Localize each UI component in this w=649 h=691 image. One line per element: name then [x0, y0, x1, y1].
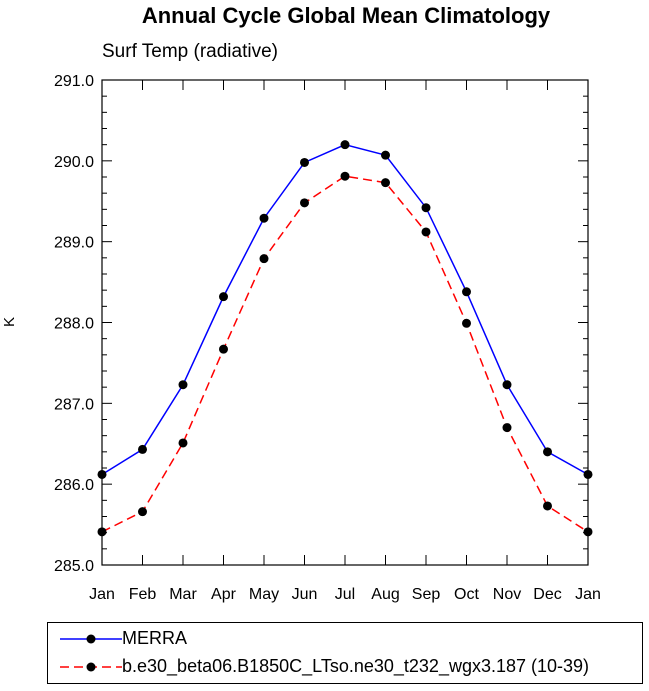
series-0-point — [300, 157, 309, 167]
series-1-point — [543, 501, 552, 511]
x-tick-label: Oct — [454, 586, 479, 603]
line-chart: 285.0 286.0 287.0 288.0 289.0 290.0 291.0 Jan F… — [1, 73, 601, 603]
series-0-point — [543, 447, 552, 457]
series-1-point — [259, 254, 269, 264]
x-tick-label: Sep — [412, 586, 441, 603]
series-0-point — [178, 380, 188, 390]
series-1-point — [97, 527, 107, 537]
y-tick-label: 291.0 — [54, 73, 94, 90]
x-tick-label: Jul — [335, 586, 355, 603]
y-tick-label: 290.0 — [54, 154, 94, 171]
series-1-point — [340, 171, 350, 181]
legend-item-model: b.e30_beta06.B1850C_LTso.ne30_t232_wgx3.… — [48, 654, 642, 680]
x-tick-label: Jan — [89, 586, 115, 603]
y-tick-label: 286.0 — [54, 477, 94, 494]
x-tick-label: Feb — [129, 586, 157, 603]
series-0-point — [381, 150, 390, 160]
chart-subtitle: Surf Temp (radiative) — [102, 41, 278, 62]
series-line-0 — [101, 143, 589, 476]
series-0-point — [502, 380, 512, 390]
x-tick-label: Jan — [575, 586, 601, 603]
series-0-point — [583, 469, 593, 479]
legend-label-merra: MERRA — [122, 628, 188, 648]
y-tick-label: 287.0 — [54, 396, 94, 413]
series-1-point — [583, 527, 593, 537]
series-0-point — [340, 140, 350, 150]
series-0-point — [138, 444, 147, 454]
series-1-point — [138, 507, 147, 517]
x-tick-label: May — [249, 586, 279, 603]
legend-sample-merra — [60, 634, 122, 644]
chart-title: Annual Cycle Global Mean Climatology — [141, 3, 551, 28]
plot-frame — [101, 79, 589, 566]
series-0-point — [462, 287, 471, 297]
series-line-1 — [101, 175, 589, 533]
series-1-point — [219, 344, 228, 354]
series-0-point — [219, 292, 228, 302]
x-tick-label: Aug — [371, 586, 399, 603]
series-0-point — [97, 469, 107, 479]
x-tick-label: Dec — [533, 586, 561, 603]
x-axis: Jan Feb Mar Apr May Jun Jul Aug Sep Oct Nov Dec Jan — [89, 80, 601, 603]
legend-sample-model — [60, 662, 122, 672]
series-layer — [97, 140, 593, 537]
y-tick-label: 289.0 — [54, 235, 94, 252]
legend: MERRA b.e30_beta06.B1850C_LTso.ne30_t232… — [47, 622, 643, 684]
series-1-point — [421, 227, 431, 237]
x-tick-label: Apr — [211, 586, 237, 603]
series-1-point — [300, 198, 309, 208]
x-tick-label: Jun — [292, 586, 318, 603]
series-1-point — [178, 438, 188, 448]
y-axis-title: K — [1, 317, 18, 327]
legend-item-merra: MERRA — [48, 626, 642, 652]
y-tick-label: 288.0 — [54, 316, 94, 333]
y-axis: 285.0 286.0 287.0 288.0 289.0 290.0 291.0 — [54, 73, 588, 575]
y-tick-label: 285.0 — [54, 558, 94, 575]
x-tick-label: Nov — [493, 586, 521, 603]
series-0-point — [421, 203, 431, 213]
series-1-point — [502, 423, 512, 433]
series-1-point — [462, 318, 471, 328]
legend-label-model: b.e30_beta06.B1850C_LTso.ne30_t232_wgx3.… — [122, 656, 590, 676]
series-1-point — [381, 178, 390, 188]
series-0-point — [259, 213, 269, 223]
x-tick-label: Mar — [169, 586, 197, 603]
